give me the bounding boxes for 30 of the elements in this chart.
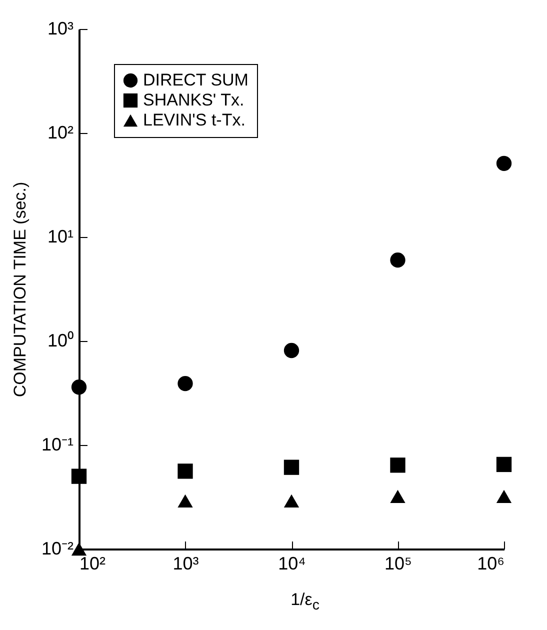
y-tick-label: 10²	[47, 122, 74, 142]
legend-label: SHANKS' Tx.	[143, 90, 244, 110]
y-tick-label: 10³	[47, 18, 74, 38]
legend-label: DIRECT SUM	[143, 70, 248, 90]
point	[284, 460, 300, 475]
x-tick-label: 10⁵	[384, 554, 412, 574]
point	[390, 252, 406, 268]
x-axis-title: 1/ε$_{c}$	[290, 590, 320, 614]
point	[178, 464, 193, 479]
point	[178, 494, 193, 508]
point	[178, 376, 193, 392]
legend-label: LEVIN'S t-Tx.	[143, 110, 246, 130]
x-tick-label: 10²	[80, 554, 106, 574]
point	[390, 490, 406, 504]
point	[390, 458, 406, 473]
x-tick-label: 10³	[172, 554, 199, 574]
x-tick-label: 10⁴	[278, 554, 306, 574]
point	[284, 494, 300, 508]
point	[496, 490, 512, 504]
y-tick-label: 10¹	[47, 226, 74, 246]
point	[496, 156, 512, 171]
point	[71, 468, 87, 484]
point	[71, 380, 87, 395]
y-axis-title: COMPUTATION TIME (sec.)	[10, 182, 30, 398]
x-tick-label: 10⁶	[477, 554, 504, 574]
y-tick-label: 10⁻¹	[41, 434, 74, 454]
y-tick-label: 10⁰	[47, 330, 74, 350]
point	[284, 342, 300, 358]
y-tick-label: 10⁻²	[41, 538, 74, 558]
point	[496, 456, 512, 472]
